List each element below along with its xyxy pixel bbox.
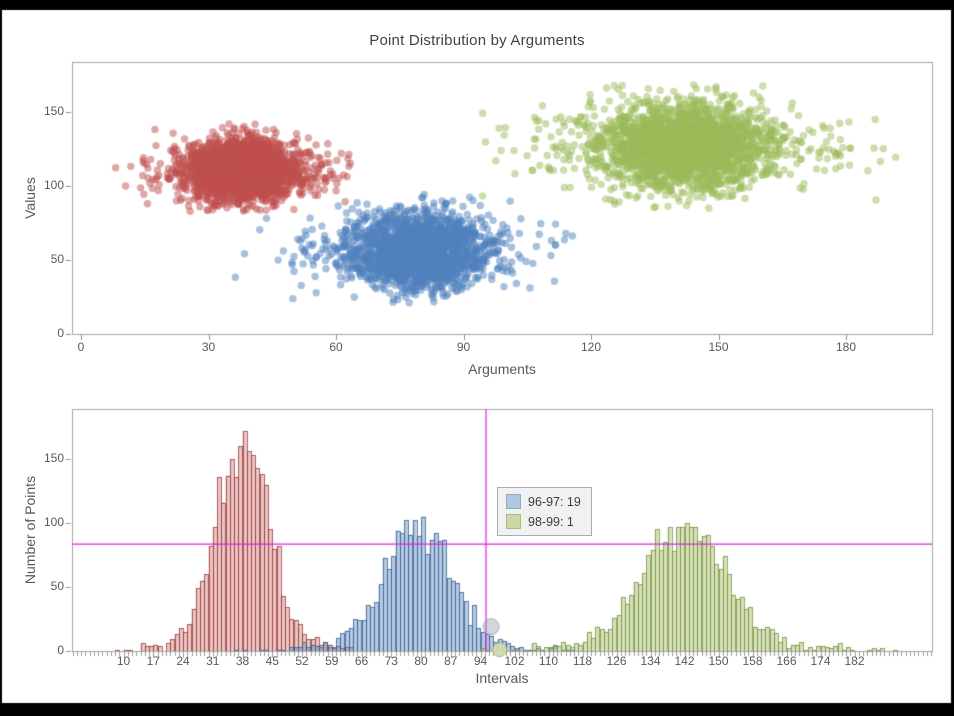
histogram-x-tick-label: 87 <box>444 654 458 668</box>
histogram-x-axis-label: Intervals <box>475 670 529 686</box>
scatter-x-tick-label: 30 <box>201 340 216 354</box>
histogram-x-tick-label: 94 <box>473 654 488 668</box>
histogram-x-tick-label: 158 <box>742 654 763 668</box>
tooltip-row-blue: 96-97: 19 <box>506 494 581 509</box>
scatter-x-tick-label: 90 <box>456 340 471 354</box>
histogram-y-tick-label: 150 <box>43 451 64 465</box>
histogram-x-tick-label: 110 <box>538 654 559 668</box>
histogram-x-tick-label: 45 <box>265 654 279 668</box>
scatter-x-tick-label: 120 <box>580 340 602 354</box>
histogram-x-tick-label: 166 <box>776 654 797 668</box>
scatter-x-tick-label: 180 <box>835 340 857 354</box>
scatter-y-tick-label: 100 <box>43 178 64 193</box>
histogram-x-tick-label: 73 <box>384 654 398 668</box>
histogram-x-tick-label: 118 <box>572 654 593 668</box>
histogram-x-tick-label: 174 <box>810 654 831 668</box>
tooltip-row-green: 98-99: 1 <box>506 514 581 529</box>
histogram-y-axis-label: Number of Points <box>22 475 38 585</box>
histogram-x-tick-label: 134 <box>640 654 661 668</box>
histogram-x-tick-label: 31 <box>206 654 220 668</box>
scatter-y-tick-label: 0 <box>57 326 64 340</box>
scatter-x-axis-label: Arguments <box>468 361 536 377</box>
tooltip-label-blue: 96-97: 19 <box>528 494 581 509</box>
histogram-x-tick-label: 66 <box>354 654 369 668</box>
histogram-x-tick-label: 17 <box>146 654 160 668</box>
scatter-title: Point Distribution by Arguments <box>369 32 585 49</box>
hover-tooltip: 96-97: 19 98-99: 1 <box>497 487 592 536</box>
histogram-x-tick-label: 59 <box>325 654 339 668</box>
histogram-x-tick-label: 38 <box>235 654 250 668</box>
histogram-x-tick-label: 102 <box>504 654 525 668</box>
scatter-x-tick-label: 60 <box>329 340 343 354</box>
scatter-y-tick-label: 150 <box>43 104 64 119</box>
histogram-x-tick-label: 24 <box>176 654 190 668</box>
scatter-y-tick-label: 50 <box>50 252 64 267</box>
histogram-y-tick-label: 100 <box>43 515 64 529</box>
histogram-x-tick-label: 52 <box>295 654 309 668</box>
histogram-x-tick-label: 150 <box>708 654 729 668</box>
histogram-x-tick-label: 126 <box>606 654 627 668</box>
histogram-x-tick-label: 142 <box>674 654 695 668</box>
histogram-y-tick-label: 50 <box>50 579 64 593</box>
histogram-x-tick-label: 80 <box>414 654 428 668</box>
histogram-x-tick-label: 10 <box>116 654 131 668</box>
histogram-x-tick-label: 182 <box>844 654 865 668</box>
tooltip-label-green: 98-99: 1 <box>528 514 574 529</box>
scatter-x-tick-label: 150 <box>708 340 729 354</box>
tooltip-swatch-blue-icon <box>506 494 521 509</box>
histogram-y-tick-label: 0 <box>57 643 64 657</box>
scatter-x-tick-label: 0 <box>77 340 85 354</box>
tooltip-swatch-green-icon <box>506 514 521 529</box>
